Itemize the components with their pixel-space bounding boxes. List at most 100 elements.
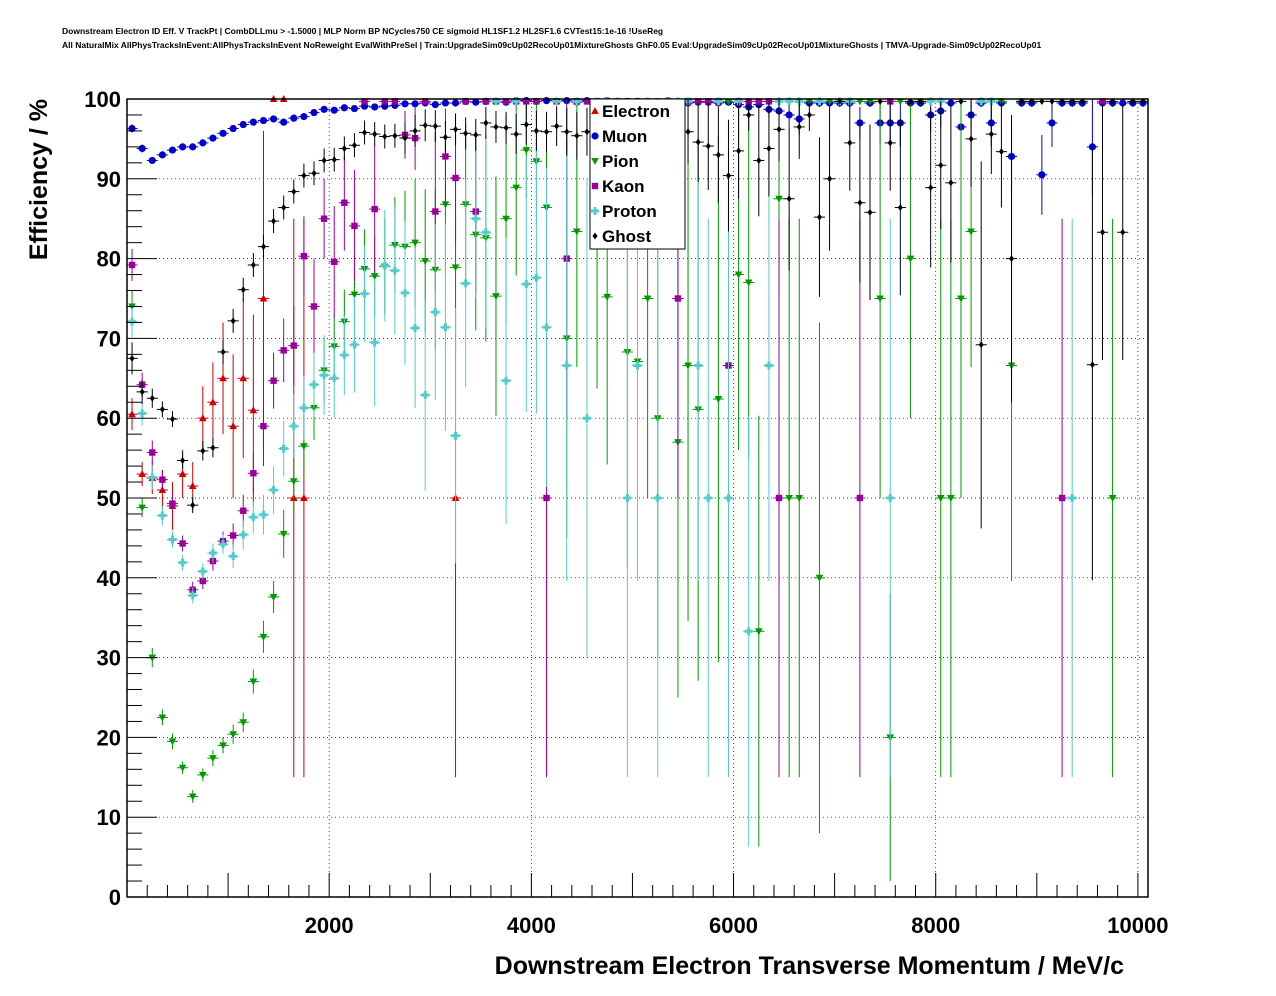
ghost-marker [200,447,206,455]
proton-marker [623,494,632,502]
kaon-marker [543,494,550,502]
x-axis-title: Downstream Electron Transverse Momentum … [495,952,1124,980]
proton-marker [471,214,480,223]
proton-point [975,97,987,106]
ghost-marker [351,141,357,149]
proton-marker [370,338,379,347]
muon-marker [310,108,318,117]
muon-marker [219,129,227,137]
pion-point [247,669,259,694]
electron-point [237,298,249,459]
kaon-marker [856,494,864,502]
legend: Electron Muon Pion Kaon Proton Ghost [589,98,686,250]
kaon-marker [583,98,591,105]
kaon-point [156,470,168,490]
x-tick-label: 10000 [1107,913,1168,938]
pion-point [187,790,199,803]
ghost-point [975,161,987,529]
kaon-marker [391,98,399,105]
ghost-marker [685,128,691,136]
ghost-point [783,126,795,271]
ghost-marker [463,129,469,137]
ghost-marker [412,127,418,135]
pion-marker [684,362,692,370]
muon-point [439,99,451,107]
kaon-marker [149,449,156,456]
pion-marker [755,628,763,636]
proton-point [722,218,735,778]
proton-point [530,142,542,414]
proton-point [621,218,633,778]
pion-point [813,322,826,834]
proton-marker [785,97,794,106]
pion-marker [249,678,258,686]
ghost-marker [867,208,873,216]
electron-marker [259,294,268,302]
proton-marker [481,228,490,237]
ghost-marker [432,122,438,130]
kaon-marker [422,98,429,105]
kaon-marker [290,342,297,349]
proton-point [439,223,451,431]
proton-point [1066,218,1078,778]
electron-point [126,398,138,431]
proton-marker [582,414,591,423]
pion-point [793,218,805,778]
pion-marker [168,738,177,746]
proton-marker [451,431,460,440]
pion-marker [603,293,611,301]
ghost-marker [816,213,822,221]
ghost-marker [928,184,934,192]
ghost-marker [402,134,408,142]
y-tick-label: 50 [97,486,121,511]
pion-marker [178,764,187,772]
ghost-point [480,106,492,139]
proton-marker [764,361,773,370]
kaon-point [530,98,542,105]
electron-point [207,362,219,443]
legend-marker-electron [591,107,599,114]
muon-marker [178,143,187,151]
pion-point [257,620,270,653]
proton-marker [239,530,248,539]
proton-point [197,563,209,580]
pion-point [935,218,947,778]
proton-point [217,534,229,554]
proton-point [500,237,512,525]
kaon-point [227,523,239,548]
ghost-point [166,411,179,427]
ghost-marker [250,261,256,269]
pion-marker [199,771,207,779]
ghost-marker [311,169,317,177]
pion-marker [269,593,278,601]
pion-marker [209,755,217,763]
legend-label-ghost: Ghost [602,227,651,246]
proton-marker [340,351,349,360]
ghost-point [1005,114,1018,403]
kaon-marker [128,261,136,269]
ghost-point [763,100,775,197]
kaon-marker [300,253,308,260]
muon-marker [239,120,247,129]
proton-point [571,97,583,106]
ghost-marker [169,415,175,423]
muon-point [136,144,148,153]
pion-marker [158,714,167,722]
pion-point [854,98,866,106]
pion-marker [411,239,419,247]
ghost-marker [968,135,974,143]
pion-point [278,509,290,558]
legend-label-proton: Proton [602,202,657,221]
kaon-marker [351,222,358,230]
proton-marker [502,376,511,385]
ghost-point [197,441,209,461]
proton-marker [512,97,521,106]
ghost-marker [291,188,297,196]
muon-marker [189,143,197,151]
legend-marker-proton [591,207,599,215]
muon-marker [330,106,338,114]
ghost-point [844,99,856,191]
kaon-marker [320,215,328,222]
proton-point [692,150,704,581]
